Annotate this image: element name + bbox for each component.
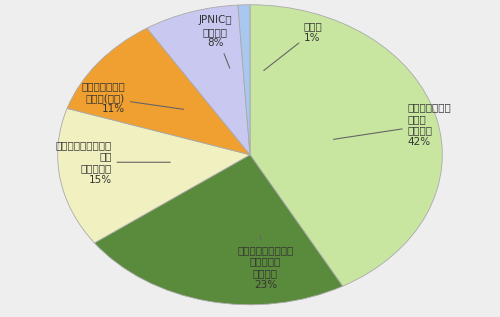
Wedge shape: [238, 5, 250, 155]
Ellipse shape: [127, 90, 381, 243]
Text: 初心者向けの用
語解説(記事)
11%: 初心者向けの用 語解説(記事) 11%: [81, 81, 184, 114]
Text: JPNICの
活動報告
8%: JPNICの 活動報告 8%: [198, 15, 232, 68]
Text: インターネットに関
する
統計データ
15%: インターネットに関 する 統計データ 15%: [56, 140, 170, 184]
Wedge shape: [250, 5, 442, 286]
Wedge shape: [67, 28, 250, 155]
Text: その他
1%: その他 1%: [264, 21, 322, 71]
Wedge shape: [147, 5, 250, 155]
Text: １つのトピックスを
掘り下げた
解説記事
23%: １つのトピックスを 掘り下げた 解説記事 23%: [238, 236, 294, 290]
Text: インターネット
技術の
最新動向
42%: インターネット 技術の 最新動向 42%: [334, 102, 452, 147]
Wedge shape: [58, 108, 250, 243]
Wedge shape: [94, 155, 342, 305]
